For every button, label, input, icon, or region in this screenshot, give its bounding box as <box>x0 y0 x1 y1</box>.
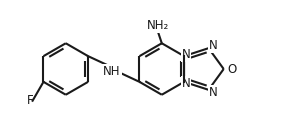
Text: NH: NH <box>103 65 120 79</box>
Text: O: O <box>227 63 236 75</box>
Text: F: F <box>27 94 34 107</box>
Text: NH₂: NH₂ <box>147 19 169 32</box>
Text: N: N <box>182 77 190 90</box>
Text: N: N <box>209 39 218 52</box>
Text: N: N <box>209 86 218 99</box>
Text: N: N <box>182 48 190 61</box>
